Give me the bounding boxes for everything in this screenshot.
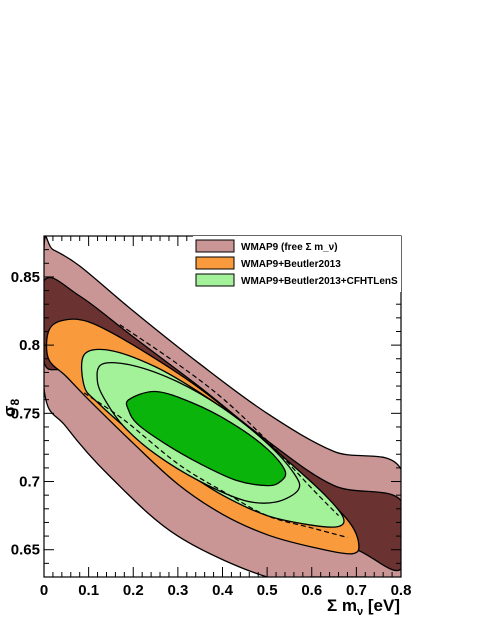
contour-68-series-2 — [125, 390, 287, 487]
y-axis-subscript: 8 — [8, 399, 22, 406]
y-tick-label: 0.85 — [11, 269, 40, 286]
y-tick-label: 0.7 — [19, 474, 40, 491]
legend-swatch-2 — [195, 273, 235, 287]
x-tick-label: 0.2 — [123, 582, 144, 599]
y-tick-label: 0.65 — [11, 542, 40, 559]
legend: WMAP9 (free Σ m_ν) WMAP9+Beutler2013 WMAP9… — [193, 236, 401, 292]
x-tick-label: 0 — [40, 582, 48, 599]
x-tick-label: 0.8 — [391, 582, 412, 599]
x-tick-label: 0.4 — [212, 582, 234, 599]
dashed-curve-1 — [83, 392, 348, 538]
y-axis-sigma: σ — [0, 405, 19, 417]
dashed-curve-0 — [119, 324, 339, 517]
x-axis-sigma: Σ m — [327, 596, 357, 615]
x-axis-title: Σ mν [eV] — [327, 596, 400, 618]
tick-layer: 0 0.1 0.2 0.3 0.4 0.5 0.6 0.7 0.8 0.65 0.7 0.75 0.8 0… — [11, 235, 412, 599]
y-tick-label: 0.75 — [11, 405, 40, 422]
x-tick-label: 0.5 — [257, 582, 278, 599]
legend-label-1: WMAP9+Beutler2013 — [241, 259, 341, 270]
x-tick-label: 0.6 — [301, 582, 322, 599]
x-tick-label: 0.3 — [167, 582, 188, 599]
x-axis-nu: ν — [357, 606, 363, 618]
legend-label-2: WMAP9+Beutler2013+CFHTLenS — [241, 276, 398, 287]
x-tick-label: 0.7 — [346, 582, 367, 599]
legend-label-0: WMAP9 (free Σ m_ν) — [241, 242, 338, 253]
x-axis-unit: [eV] — [363, 596, 400, 615]
y-tick-label: 0.8 — [19, 337, 40, 354]
x-tick-label: 0.1 — [78, 582, 99, 599]
dashed-curve-layer — [83, 324, 348, 538]
contour-layer — [44, 236, 401, 577]
legend-swatch-0 — [195, 239, 235, 253]
y-axis-title: σ8 — [0, 399, 22, 418]
legend-swatch-1 — [195, 256, 235, 270]
